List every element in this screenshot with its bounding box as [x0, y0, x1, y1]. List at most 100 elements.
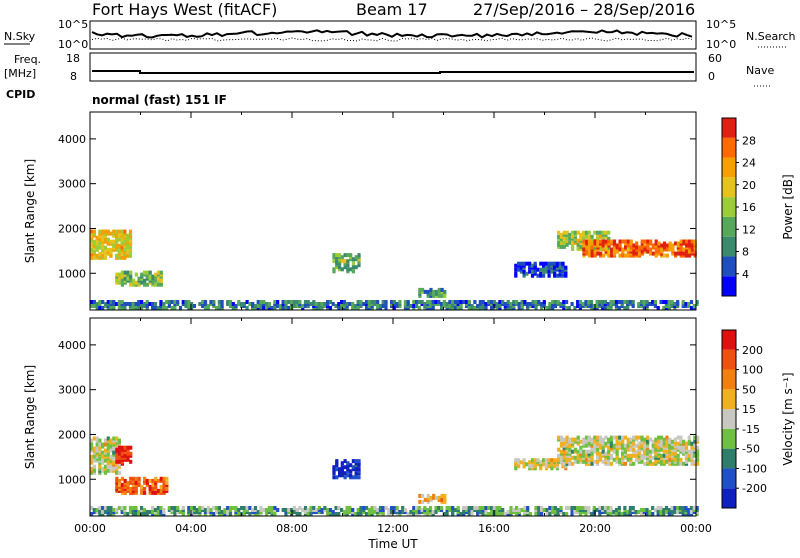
data-cell	[526, 302, 530, 306]
data-cell	[370, 506, 374, 510]
data-cell	[128, 245, 133, 250]
data-cell	[533, 458, 537, 463]
data-cell	[115, 447, 119, 452]
data-cell	[337, 512, 341, 516]
data-cell	[640, 249, 644, 254]
data-cell	[673, 453, 677, 458]
data-cell	[679, 249, 683, 254]
data-cell	[557, 453, 561, 458]
data-cell	[637, 245, 642, 250]
data-cell	[237, 512, 241, 516]
data-cell	[95, 306, 99, 310]
data-cell	[601, 459, 605, 464]
data-cell	[148, 302, 152, 306]
data-cell	[109, 300, 113, 304]
data-cell	[106, 460, 110, 465]
data-cell	[492, 300, 496, 304]
data-cell	[423, 289, 427, 294]
data-cell	[451, 506, 455, 510]
data-cell	[245, 300, 249, 304]
colorbar-tick-label: 50	[742, 383, 756, 396]
data-cell	[412, 304, 416, 308]
data-cell	[676, 457, 680, 462]
data-cell	[642, 300, 646, 304]
data-cell	[365, 506, 369, 510]
data-cell	[417, 510, 421, 514]
data-cell	[681, 300, 685, 304]
colorbar-tick-label: 200	[742, 344, 763, 357]
data-cell	[528, 464, 532, 469]
data-cell	[582, 437, 586, 442]
data-cell	[601, 232, 605, 237]
data-cell	[451, 510, 455, 514]
data-cell	[417, 506, 421, 510]
data-cell	[173, 300, 177, 304]
data-cell	[643, 461, 647, 466]
nsearch-tick-bottom: 10^0	[706, 38, 736, 51]
data-cell	[115, 276, 119, 281]
data-cell	[604, 451, 608, 456]
data-cell	[657, 453, 661, 458]
data-cell	[332, 267, 336, 272]
data-cell	[215, 306, 219, 310]
data-cell	[303, 506, 308, 510]
data-cell	[664, 506, 669, 510]
data-cell	[226, 300, 230, 304]
data-cell	[131, 302, 135, 306]
data-cell	[501, 508, 505, 512]
data-cell	[415, 506, 419, 510]
data-cell	[134, 302, 138, 306]
data-cell	[226, 510, 230, 514]
data-cell	[198, 506, 202, 510]
data-cell	[306, 508, 310, 512]
data-cell	[562, 230, 566, 235]
data-cell	[590, 457, 594, 462]
data-cell	[587, 441, 591, 446]
data-cell	[649, 239, 653, 244]
data-cell	[101, 454, 105, 459]
data-cell	[295, 304, 299, 308]
data-cell	[584, 439, 589, 444]
data-cell	[614, 512, 619, 516]
data-cell	[470, 304, 474, 308]
data-cell	[103, 302, 108, 306]
data-cell	[335, 259, 339, 264]
data-cell	[662, 241, 667, 246]
colorbar-segment	[722, 369, 736, 390]
data-cell	[682, 247, 686, 252]
data-cell	[390, 506, 394, 510]
data-cell	[409, 510, 413, 514]
data-cell	[673, 302, 677, 306]
data-cell	[320, 302, 324, 306]
data-cell	[596, 455, 600, 460]
noise-trace	[91, 29, 693, 42]
data-cell	[612, 510, 616, 514]
data-cell	[671, 243, 675, 248]
data-cell	[265, 302, 269, 306]
data-cell	[103, 438, 108, 443]
data-cell	[553, 300, 557, 304]
data-cell	[276, 304, 280, 308]
data-cell	[604, 249, 608, 254]
data-cell	[673, 441, 677, 446]
data-cell	[162, 508, 166, 512]
data-cell	[206, 304, 210, 308]
data-cell	[403, 508, 408, 512]
colorbar-segment	[722, 389, 736, 410]
data-cell	[126, 451, 130, 456]
panel-background	[90, 112, 696, 310]
data-cell	[123, 239, 127, 244]
data-cell	[536, 460, 540, 465]
data-cell	[550, 261, 554, 266]
data-cell	[376, 300, 380, 304]
data-cell	[568, 457, 572, 462]
data-cell	[129, 274, 133, 279]
data-cell	[317, 506, 321, 510]
data-cell	[634, 443, 639, 448]
data-cell	[617, 300, 621, 304]
data-cell	[545, 306, 549, 310]
data-cell	[671, 453, 675, 458]
data-cell	[115, 453, 119, 458]
data-cell	[610, 247, 614, 252]
data-cell	[682, 461, 686, 466]
